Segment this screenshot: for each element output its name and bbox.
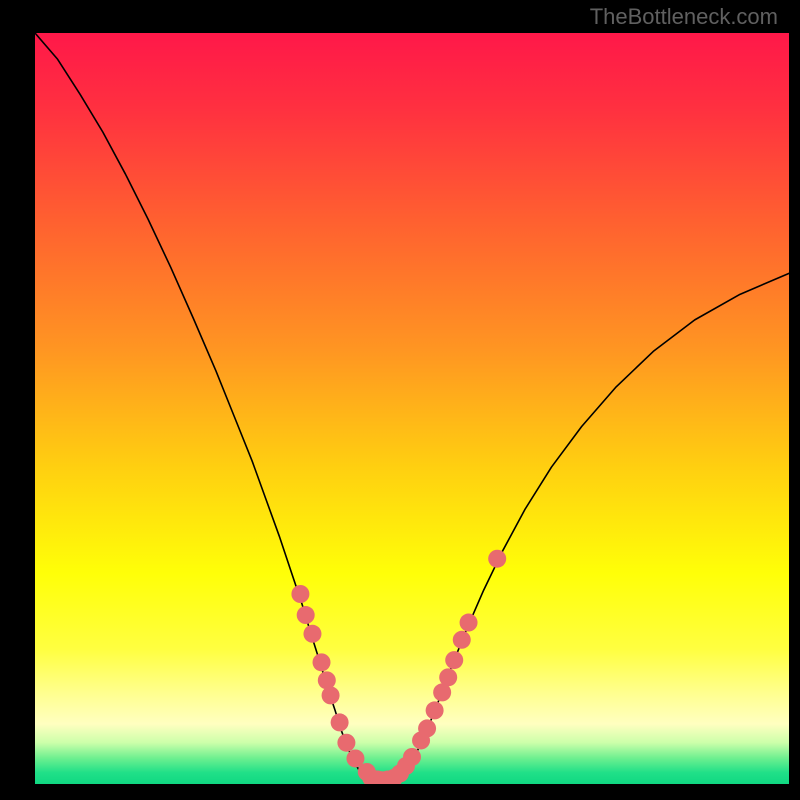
watermark-text: TheBottleneck.com — [590, 4, 778, 30]
plot-area — [35, 33, 789, 784]
chart-svg — [35, 33, 789, 784]
